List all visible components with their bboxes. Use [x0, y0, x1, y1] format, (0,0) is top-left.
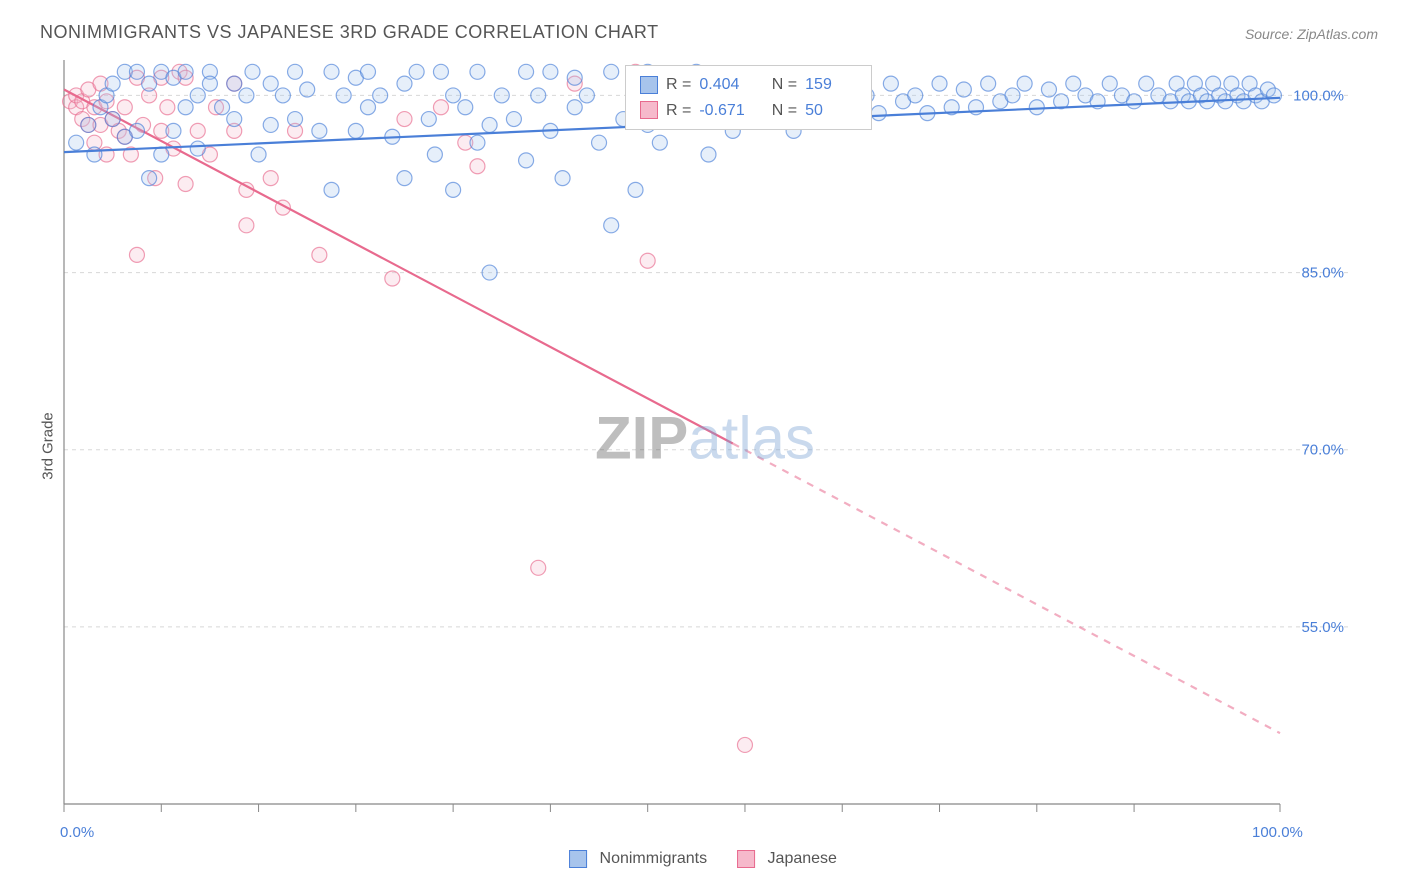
r-label: R = [666, 98, 691, 124]
stats-row-nonimmigrants: R = 0.404 N = 159 [640, 72, 857, 98]
legend-item-nonimmigrants: Nonimmigrants [569, 850, 707, 868]
stats-row-japanese: R = -0.671 N = 50 [640, 98, 857, 124]
n-label: N = [772, 98, 797, 124]
r-value-japanese: -0.671 [699, 98, 751, 124]
correlation-stats-box: R = 0.404 N = 159 R = -0.671 N = 50 [625, 65, 872, 130]
legend: Nonimmigrants Japanese [569, 850, 837, 868]
r-label: R = [666, 72, 691, 98]
legend-label-japanese: Japanese [768, 850, 837, 867]
n-value-nonimmigrants: 159 [805, 72, 857, 98]
legend-label-nonimmigrants: Nonimmigrants [600, 850, 708, 867]
y-tick-label: 55.0% [1301, 619, 1344, 636]
y-axis-label: 3rd Grade [39, 412, 56, 480]
y-tick-label: 100.0% [1293, 87, 1344, 104]
n-label: N = [772, 72, 797, 98]
r-value-nonimmigrants: 0.404 [699, 72, 751, 98]
chart-container: 55.0%70.0%85.0%100.0% ZIPatlas R = 0.404… [60, 58, 1350, 818]
swatch-nonimmigrants-icon [640, 76, 658, 94]
legend-swatch-nonimmigrants-icon [569, 850, 587, 868]
scatter-plot: 55.0% 70.0% 85.0% 100.0% [60, 58, 1350, 818]
x-axis-min-label: 0.0% [60, 824, 94, 841]
swatch-japanese-icon [640, 101, 658, 119]
source-attribution: Source: ZipAtlas.com [1245, 26, 1378, 42]
n-value-japanese: 50 [805, 98, 857, 124]
x-axis-max-label: 100.0% [1252, 824, 1303, 841]
y-tick-label: 85.0% [1301, 265, 1344, 282]
y-tick-label: 70.0% [1301, 442, 1344, 459]
chart-title: NONIMMIGRANTS VS JAPANESE 3RD GRADE CORR… [40, 22, 659, 43]
legend-swatch-japanese-icon [737, 850, 755, 868]
legend-item-japanese: Japanese [737, 850, 837, 868]
